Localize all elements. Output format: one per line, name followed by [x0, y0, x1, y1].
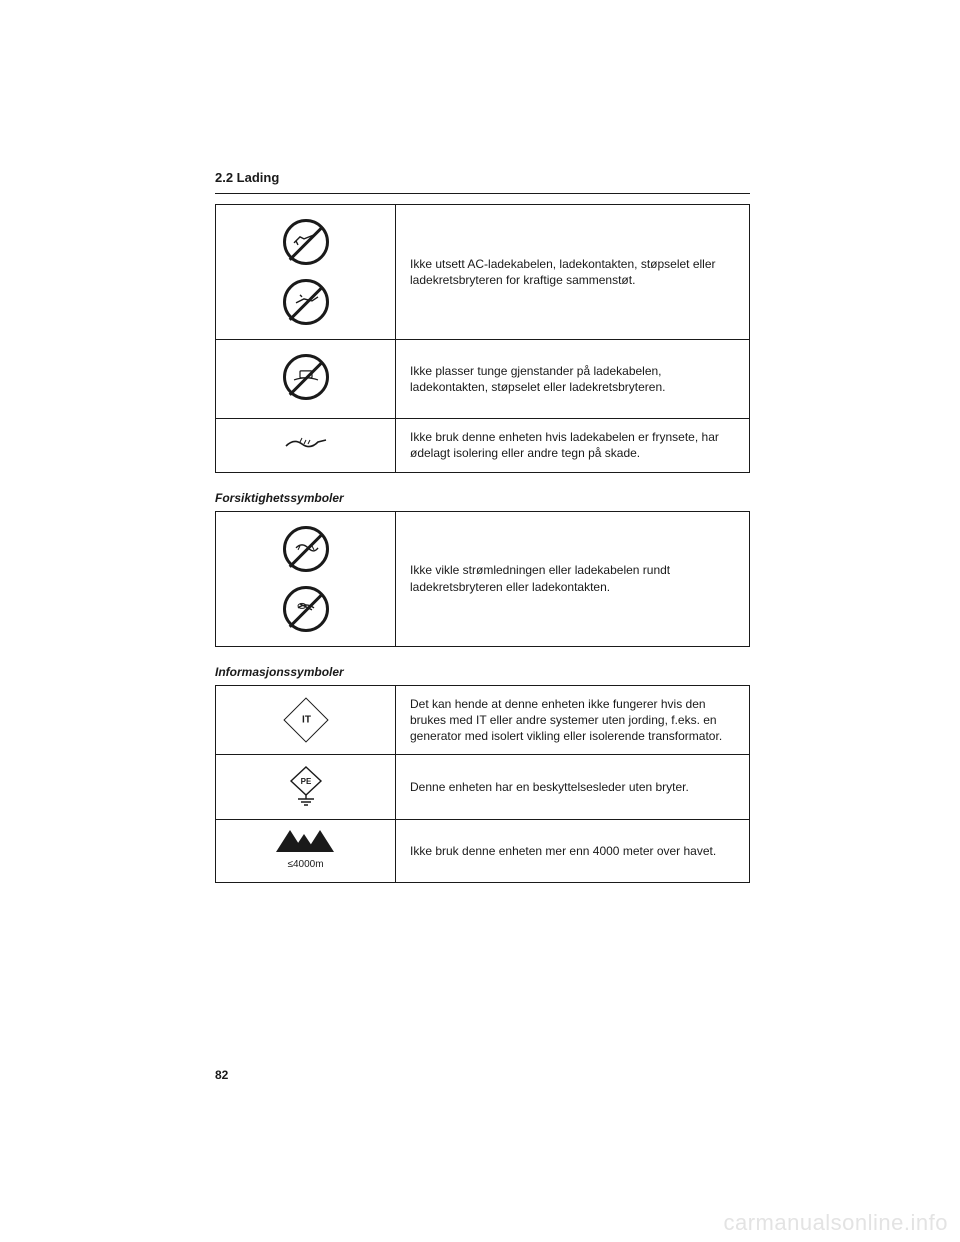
description-cell: Ikke utsett AC-ladekabelen, ladekontakte… — [396, 205, 750, 340]
wrap-glyph-2 — [292, 599, 320, 613]
plug-glyph — [292, 293, 320, 307]
no-heavy-objects-icon — [283, 354, 329, 400]
icon-cell: ≤4000m — [216, 820, 396, 883]
page-content: 2.2 Lading — [0, 0, 960, 883]
description-cell: Denne enheten har en beskyttelsesleder u… — [396, 755, 750, 820]
icon-cell — [216, 205, 396, 340]
table-row: Ikke vikle strømledningen eller ladekabe… — [216, 511, 750, 646]
table-row: ≤4000m Ikke bruk denne enheten mer enn 4… — [216, 820, 750, 883]
watermark-text: carmanualsonline.info — [723, 1210, 948, 1236]
description-cell: Ikke plasser tunge gjenstander på ladeka… — [396, 340, 750, 419]
header-rule — [215, 193, 750, 194]
altitude-icon: ≤4000m — [230, 830, 381, 872]
table-row: Ikke utsett AC-ladekabelen, ladekontakte… — [216, 205, 750, 340]
table-row: Ikke plasser tunge gjenstander på ladeka… — [216, 340, 750, 419]
hammer-glyph — [292, 233, 320, 247]
section-header: 2.2 Lading — [215, 170, 750, 185]
description-cell: Ikke bruk denne enheten hvis ladekabelen… — [396, 419, 750, 472]
it-system-icon: IT — [283, 697, 328, 742]
weight-glyph — [292, 368, 320, 382]
icon-label: ≤4000m — [230, 858, 381, 872]
icon-cell: IT — [216, 685, 396, 755]
no-wrap-cable-icon — [283, 526, 329, 572]
caution-heading: Forsiktighetssymboler — [215, 491, 750, 505]
icon-label: IT — [301, 713, 310, 727]
info-symbols-table: IT Det kan hende at denne enheten ikke f… — [215, 685, 750, 883]
wrap-glyph-1 — [292, 539, 320, 553]
description-cell: Ikke bruk denne enheten mer enn 4000 met… — [396, 820, 750, 883]
caution-symbols-table: Ikke vikle strømledningen eller ladekabe… — [215, 511, 750, 647]
no-impact-plug-icon — [283, 279, 329, 325]
icon-cell — [216, 511, 396, 646]
table-row: IT Det kan hende at denne enheten ikke f… — [216, 685, 750, 755]
icon-cell — [216, 419, 396, 472]
warning-symbols-table: Ikke utsett AC-ladekabelen, ladekontakte… — [215, 204, 750, 473]
table-row: Ikke bruk denne enheten hvis ladekabelen… — [216, 419, 750, 472]
page-number: 82 — [215, 1068, 228, 1082]
icon-label: PE — [300, 777, 311, 786]
damaged-cable-icon — [284, 434, 328, 452]
description-cell: Det kan hende at denne enheten ikke fung… — [396, 685, 750, 755]
no-wrap-connector-icon — [283, 586, 329, 632]
no-impact-icon — [283, 219, 329, 265]
pe-conductor-icon: PE — [230, 765, 381, 809]
description-cell: Ikke vikle strømledningen eller ladekabe… — [396, 511, 750, 646]
info-heading: Informasjonssymboler — [215, 665, 750, 679]
table-row: PE Denne enheten har en beskyttelseslede… — [216, 755, 750, 820]
icon-cell: PE — [216, 755, 396, 820]
icon-cell — [216, 340, 396, 419]
